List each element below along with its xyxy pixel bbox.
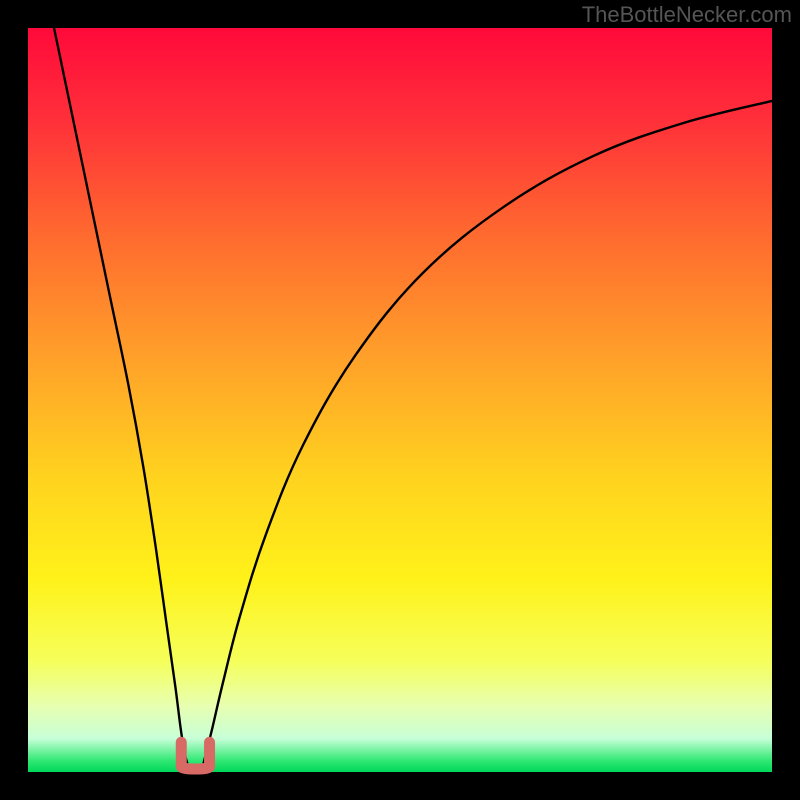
attribution-text: TheBottleNecker.com: [582, 2, 792, 28]
curve-layer: [28, 28, 772, 772]
chart-frame: TheBottleNecker.com: [0, 0, 800, 800]
curve-right-branch: [204, 101, 772, 763]
curve-left-branch: [54, 28, 187, 763]
plot-area: [28, 28, 772, 772]
optimal-marker: [181, 742, 209, 769]
